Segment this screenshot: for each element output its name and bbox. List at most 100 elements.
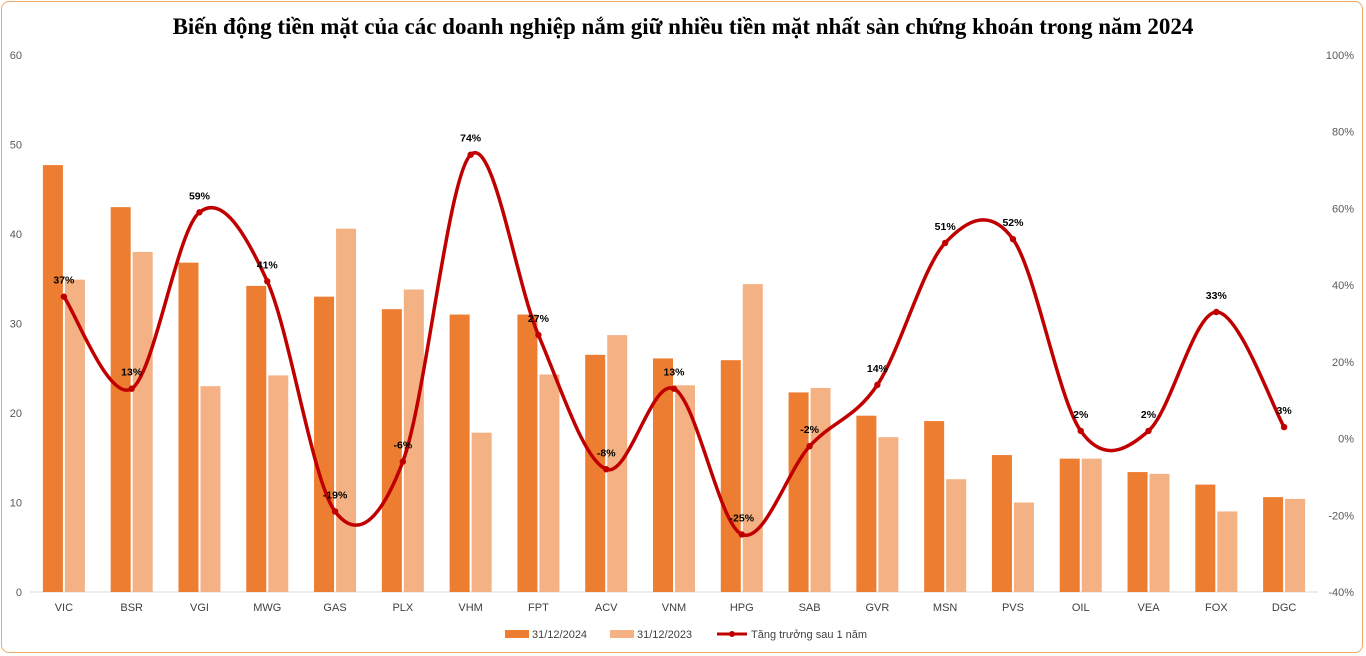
y-right-tick-label: 0% [1338,434,1354,446]
growth-point [60,293,68,300]
growth-point [535,331,542,339]
growth-point [1145,427,1152,435]
x-tick-label: GVR [865,602,889,614]
growth-line [60,150,1288,538]
x-tick-label: BSR [120,602,143,614]
growth-data-label: -6% [393,440,412,452]
x-tick-label: VIC [55,602,73,614]
bar-2024 [720,360,741,592]
bar-2024 [1059,458,1080,592]
x-tick-label: MWG [253,602,281,614]
bar-2023 [132,251,153,592]
legend-swatch-2023 [610,630,634,638]
y-right-tick-label: -40% [1328,587,1354,599]
bar-2023 [742,284,763,592]
growth-point [196,209,203,216]
y-left-tick-label: 30 [10,319,22,331]
growth-data-label: 13% [663,367,685,379]
growth-data-label: -8% [597,447,616,459]
growth-point [128,385,135,392]
bar-2023 [946,479,967,592]
growth-point [806,443,813,450]
growth-point [1213,308,1220,316]
x-tick-label: ACV [595,602,618,614]
bar-2024 [924,421,945,592]
growth-point [467,151,474,158]
bar-2023 [539,374,560,592]
growth-data-label: 74% [460,133,482,145]
bar-2023 [336,228,357,592]
growth-data-label: -25% [730,512,755,524]
growth-data-label: 59% [189,190,211,202]
bar-2024 [517,314,538,592]
bars [42,165,1306,592]
growth-point [1280,423,1288,431]
chart-title: Biến động tiền mặt của các doanh nghiệp … [173,14,1194,39]
y-left-tick-label: 10 [10,498,22,510]
legend-label: 31/12/2024 [532,629,587,641]
bar-2023 [1013,502,1034,592]
growth-data-label: 37% [53,275,75,287]
x-tick-label: OIL [1072,602,1090,614]
x-tick-label: MSN [933,602,958,614]
x-tick-label: VNM [662,602,686,614]
y-right-tick-label: 20% [1332,357,1354,369]
legend-swatch-2024 [505,630,529,638]
bar-2023 [403,289,424,592]
bar-2024 [653,358,673,592]
y-left-tick-label: 0 [16,587,22,599]
growth-data-label: 41% [257,259,279,271]
growth-data-label: 13% [121,367,143,379]
bar-2024 [585,354,606,592]
y-right-tick-label: 40% [1332,280,1354,292]
growth-point [603,466,610,473]
data-labels: 37% 13% 59% 41% -19% -6% 74% 27% -8% 13% -25% -2% 14… [53,133,1292,525]
bar-2023 [878,437,899,592]
growth-data-label: 27% [528,313,550,325]
y-right-tick-label: 80% [1332,127,1354,139]
bar-2024 [1263,497,1284,592]
bar-2024 [178,262,199,592]
growth-point [670,385,678,392]
x-tick-label: PVS [1002,602,1024,614]
x-tick-label: SAB [799,602,821,614]
growth-point [331,508,339,515]
x-tick-label: FOX [1205,602,1228,614]
x-tick-label: FPT [528,602,549,614]
bar-2024 [1127,472,1148,592]
growth-point [738,531,745,538]
bar-2024 [449,314,470,592]
bar-2023 [471,432,492,592]
y-left-tick-label: 20 [10,408,22,420]
bar-2024 [42,165,63,592]
growth-point [264,278,271,285]
y-right-tick-label: -20% [1328,510,1354,522]
x-tick-label: PLX [392,602,413,614]
y-right-tick-label: 60% [1332,203,1354,215]
growth-point [941,239,949,247]
growth-point [399,458,407,465]
growth-data-label: 14% [867,363,889,375]
growth-data-label: 52% [1002,217,1024,229]
legend-label: Tăng trưởng sau 1 năm [751,629,867,641]
growth-data-label: 33% [1206,290,1228,302]
bar-2024 [856,415,877,592]
bar-2024 [788,392,809,592]
bar-2024 [110,207,131,592]
x-tick-label: GAS [323,602,346,614]
axes: 0 10 20 30 40 50 60 -40% -20% 0% 20% 40% 60% 80% 100% V… [10,50,1354,614]
bar-2024 [381,309,402,592]
growth-data-label: 2% [1073,409,1089,421]
bar-2024 [991,455,1012,592]
x-tick-label: VEA [1138,602,1161,614]
growth-data-label: 3% [1277,405,1293,417]
growth-data-label: 2% [1141,409,1157,421]
legend-marker-growth [729,631,735,637]
growth-data-label: 51% [935,221,957,233]
x-tick-label: DGC [1272,602,1297,614]
growth-data-label: -2% [800,424,819,436]
bar-2024 [1195,484,1216,592]
x-tick-label: VHM [458,602,482,614]
bar-2023 [675,385,695,592]
